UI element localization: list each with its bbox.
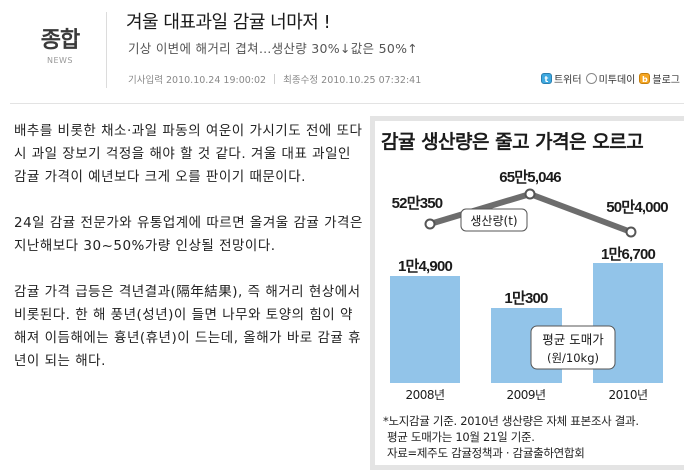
chart-notes: *노지감귤 기준. 2010년 생산량은 자체 표본조사 결과. 평균 도매가는… <box>383 413 639 461</box>
article-body: 배추를 비롯한 채소·과일 파동의 여운이 가시기도 전에 또다시 과일 장보기… <box>14 120 364 396</box>
section-logo[interactable]: 종합 NEWS <box>30 28 90 65</box>
chart-graphic: 1만4,900 1만300 1만6,700 52만350 65만5,046 50… <box>390 169 669 402</box>
production-label-2010: 50만4,000 <box>606 199 668 216</box>
x-label-2009: 2009년 <box>506 388 545 402</box>
bar-label-2009: 1만300 <box>504 290 548 307</box>
bar-2008 <box>390 276 460 383</box>
bar-legend-line2: (원/10kg) <box>547 351 599 365</box>
share-bar: t 트위터 미투데이 b 블로그 <box>539 71 680 86</box>
paragraph: 배추를 비롯한 채소·과일 파동의 여운이 가시기도 전에 또다시 과일 장보기… <box>14 123 363 185</box>
article-meta: 기사입력 2010.10.24 19:00:02 최종수정 2010.10.25… <box>128 72 421 86</box>
share-twitter[interactable]: t 트위터 <box>540 71 582 86</box>
input-label: 기사입력 <box>128 75 163 86</box>
production-line <box>429 191 633 235</box>
paragraph: 24일 감귤 전문가와 유통업계에 따르면 올겨울 감귤 가격은 지난해보다 3… <box>14 215 363 254</box>
blog-icon: b <box>639 73 651 84</box>
bar-label-2008: 1만4,900 <box>398 258 453 275</box>
line-legend-label: 생산량(t) <box>470 214 517 228</box>
x-label-2010: 2010년 <box>608 388 647 402</box>
production-point-2010 <box>625 226 637 238</box>
bar-label-2010: 1만6,700 <box>601 246 656 263</box>
article-header: 종합 NEWS 겨울 대표과일 감귤 너마저 ! 기상 이변에 해거리 겹쳐…생… <box>0 0 684 100</box>
me2day-icon <box>585 73 597 84</box>
production-label-2008: 52만350 <box>392 195 443 212</box>
share-blog[interactable]: b 블로그 <box>639 71 680 86</box>
chart-source: 자료=제주도 감귤정책과 · 감귤출하연합회 <box>387 446 585 460</box>
production-point-2008 <box>424 218 436 230</box>
production-label-2009: 65만5,046 <box>499 169 561 186</box>
paragraph: 감귤 가격 급등은 격년결과(隔年結果), 즉 해거리 현상에서 비롯된다. 한… <box>14 284 362 369</box>
production-point-2009 <box>524 188 536 200</box>
share-blog-label: 블로그 <box>652 75 680 86</box>
bar-legend-box <box>530 325 616 370</box>
line-legend-box <box>460 208 528 232</box>
vertical-divider <box>106 12 107 88</box>
header-divider <box>10 103 684 104</box>
share-me2day[interactable]: 미투데이 <box>585 71 636 86</box>
section-name: 종합 <box>40 28 80 53</box>
bar-legend-line1: 평균 도매가 <box>542 332 604 347</box>
subheadline: 기상 이변에 해거리 겹쳐…생산량 30%↓값은 50%↑ <box>128 41 419 56</box>
section-name-english: NEWS <box>46 56 74 65</box>
infographic-chart: 감귤 생산량은 줄고 가격은 오르고 1만4,900 1만300 1만6,700… <box>370 116 684 470</box>
modified-label: 최종수정 <box>283 75 319 86</box>
input-time: 2010.10.24 19:00:02 <box>166 75 267 86</box>
headline: 겨울 대표과일 감귤 너마저 ! <box>126 12 331 33</box>
twitter-icon: t <box>540 73 552 84</box>
share-me2day-label: 미투데이 <box>598 75 636 86</box>
chart-title: 감귤 생산량은 줄고 가격은 오르고 <box>381 131 644 153</box>
chart-note-1: *노지감귤 기준. 2010년 생산량은 자체 표본조사 결과. <box>383 414 639 428</box>
modified-time: 2010.10.25 07:32:41 <box>321 75 422 86</box>
x-label-2008: 2008년 <box>405 388 444 402</box>
chart-note-2: 평균 도매가는 10월 21일 기준. <box>387 430 535 444</box>
share-twitter-label: 트위터 <box>553 75 582 86</box>
meta-separator <box>274 74 276 84</box>
